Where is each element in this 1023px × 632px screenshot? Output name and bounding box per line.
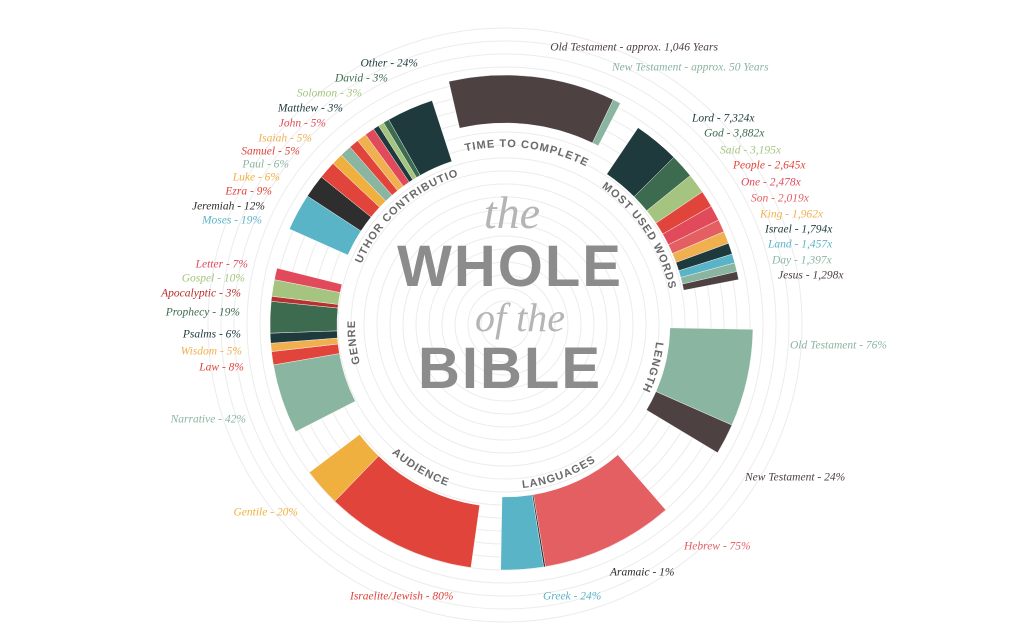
grid-ring (415, 235, 595, 415)
segment-label: Israel - 1,794x (765, 223, 833, 236)
group-most-used-words (606, 127, 739, 291)
segment-label: Wisdom - 5% (180, 345, 242, 358)
segment-label: Moses - 19% (201, 214, 262, 227)
grid-ring (441, 261, 569, 389)
segment-letter (274, 267, 343, 293)
grid-ring (402, 222, 608, 428)
segment-label: Greek - 24% (543, 590, 602, 603)
segment-label: Other - 24% (360, 57, 419, 70)
segment-label: Paul - 6% (242, 158, 289, 171)
segment-label: Law - 8% (199, 361, 244, 374)
segment-label: Gospel - 10% (181, 272, 245, 285)
segment-label: Narrative - 42% (170, 413, 246, 426)
segment-label: Solomon - 3% (296, 87, 362, 100)
segment-label: People - 2,645x (733, 159, 806, 172)
segment-label: God - 3,882x (704, 127, 765, 140)
segment-label: Said - 3,195x (720, 144, 782, 157)
grid-ring (233, 53, 777, 597)
group-languages (500, 454, 667, 571)
segment-label: Ezra - 9% (225, 185, 272, 198)
segment-label: Jesus - 1,298x (778, 269, 844, 282)
segment-label: Prophecy - 19% (165, 306, 240, 319)
segment-other (388, 100, 453, 176)
segment-label: John - 5% (278, 117, 326, 130)
grid-ring (246, 66, 764, 584)
segment-label: Land - 1,457x (768, 238, 833, 251)
group-label: TIME TO COMPLETE (464, 138, 591, 170)
segment-label: Lord - 7,324x (692, 112, 755, 125)
title-of-the: of the (475, 295, 565, 340)
segment-label: Old Testament - approx. 1,046 Years (550, 41, 718, 54)
segment-new-testament (646, 391, 733, 454)
segment-label: King - 1,962x (760, 208, 823, 221)
grid-ring (454, 274, 556, 376)
segment-label: Isaiah - 5% (258, 132, 312, 145)
segment-label: Son - 2,019x (751, 192, 809, 205)
segment-label: Hebrew - 75% (684, 540, 751, 553)
segment-gentile (309, 434, 379, 502)
segment-label: Day - 1,397x (772, 254, 832, 267)
segment-label: New Testament - approx. 50 Years (612, 61, 769, 74)
grid-ring (207, 27, 803, 623)
grid-ring (428, 248, 582, 402)
segment-label: Jeremiah - 12% (191, 200, 265, 213)
title-bible: BIBLE (418, 336, 602, 401)
segment-label: Apocalyptic - 3% (161, 287, 241, 300)
segment-label: Israelite/Jewish - 80% (350, 590, 454, 603)
segment-new-testament (592, 99, 621, 147)
segment-label: Letter - 7% (195, 258, 248, 271)
segment-label: Samuel - 5% (241, 145, 300, 158)
grid-ring (337, 157, 673, 493)
title-the: the (483, 187, 541, 238)
grid-ring (220, 40, 790, 610)
segment-label: Aramaic - 1% (610, 566, 675, 579)
group-genre (269, 267, 356, 432)
segment-jesus (682, 271, 739, 291)
group-audience (309, 434, 480, 568)
grid-ring (376, 196, 634, 454)
grid-ring (467, 287, 543, 363)
segment-label: David - 3% (334, 72, 388, 85)
group-label: GENRE (346, 320, 363, 366)
grid-ring (389, 209, 621, 441)
segment-label: One - 2,478x (741, 176, 801, 189)
segment-label: Matthew - 3% (277, 102, 343, 115)
grid-ring (480, 300, 530, 350)
segment-greek (500, 494, 544, 571)
segment-old-testament (448, 74, 614, 144)
segment-label: Old Testament - 76% (790, 339, 888, 352)
grid-ring (350, 170, 660, 480)
group-length (646, 327, 754, 454)
segment-label: Luke - 6% (232, 171, 280, 184)
grid-ring (363, 183, 647, 467)
title-whole: WHOLE (397, 234, 623, 299)
segment-label: New Testament - 24% (745, 471, 846, 484)
group-author-contribution (289, 100, 453, 256)
group-time-to-complete (448, 74, 621, 147)
segment-label: Psalms - 6% (182, 328, 241, 341)
segment-label: Gentile - 20% (233, 506, 298, 519)
